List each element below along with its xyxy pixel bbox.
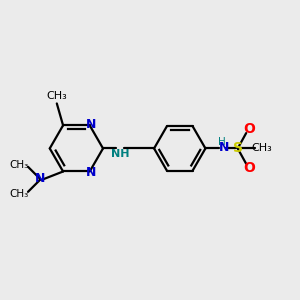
Text: CH₃: CH₃: [46, 91, 67, 100]
Text: O: O: [244, 161, 256, 175]
Text: H: H: [218, 136, 226, 146]
Text: S: S: [233, 141, 243, 155]
Text: CH₃: CH₃: [10, 160, 29, 170]
Text: CH₃: CH₃: [10, 189, 29, 200]
Text: N: N: [86, 118, 97, 131]
Text: O: O: [244, 122, 256, 136]
Text: N: N: [219, 141, 230, 154]
Text: N: N: [86, 166, 97, 179]
Text: CH₃: CH₃: [251, 143, 272, 153]
Text: N: N: [35, 172, 46, 185]
Text: NH: NH: [111, 149, 130, 159]
